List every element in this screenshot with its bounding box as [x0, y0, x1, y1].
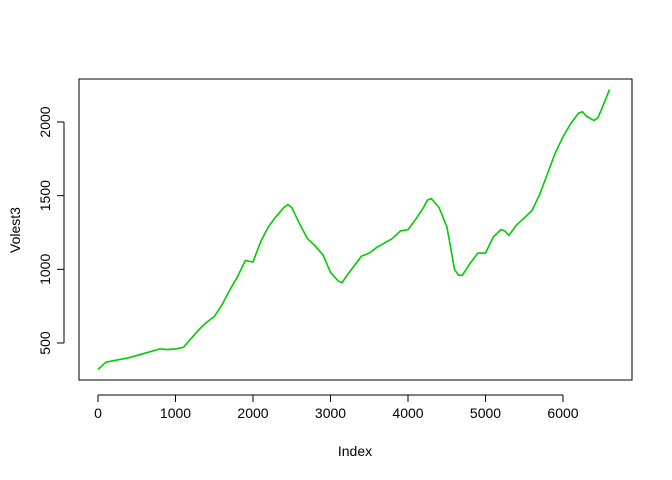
y-tick-label: 500 — [37, 331, 53, 355]
x-tick-label: 1000 — [160, 405, 191, 421]
x-axis: 0 1000 2000 3000 4000 5000 6000 — [94, 394, 579, 421]
x-tick-label: 5000 — [470, 405, 501, 421]
y-tick-label: 1000 — [37, 254, 53, 285]
y-axis: 500 1000 1500 2000 — [37, 106, 65, 355]
y-tick-label: 2000 — [37, 106, 53, 137]
series-line — [97, 89, 611, 371]
y-axis-title: Volest3 — [7, 207, 23, 253]
y-tick-label: 1500 — [37, 180, 53, 211]
x-tick-label: 3000 — [315, 405, 346, 421]
x-axis-title: Index — [338, 443, 372, 459]
x-tick-label: 6000 — [547, 405, 578, 421]
x-tick-label: 2000 — [237, 405, 268, 421]
x-tick-label: 0 — [94, 405, 102, 421]
plot-frame — [78, 78, 633, 381]
x-tick-label: 4000 — [392, 405, 423, 421]
